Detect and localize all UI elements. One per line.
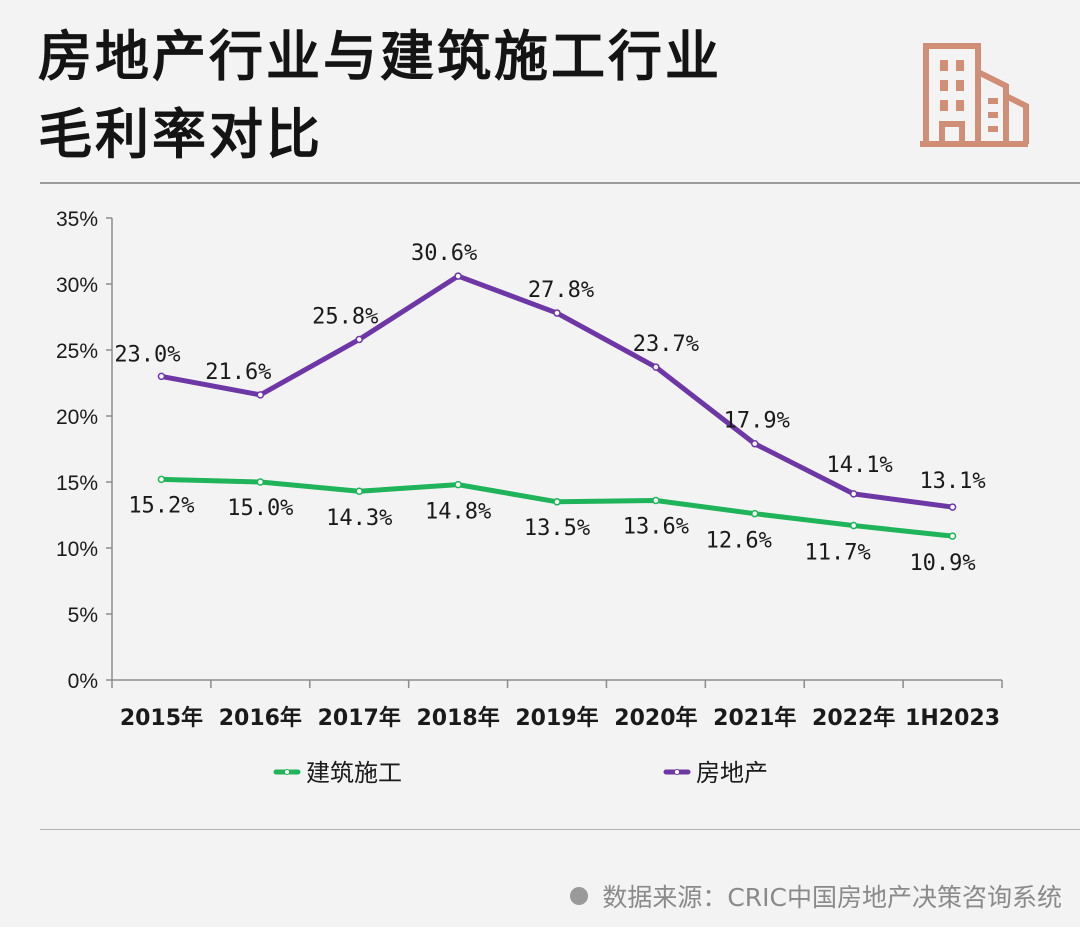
data-label-construction: 14.3% xyxy=(326,506,392,531)
data-point-construction xyxy=(751,509,759,518)
data-label-real-estate: 25.8% xyxy=(312,304,378,329)
data-label-construction: 15.0% xyxy=(227,496,293,521)
data-label-real-estate: 23.7% xyxy=(633,332,699,357)
data-label-real-estate: 14.1% xyxy=(827,453,893,478)
header-divider xyxy=(40,182,1080,184)
footer-divider xyxy=(40,829,1080,830)
y-tick-label: 30% xyxy=(56,274,98,297)
data-point-real-estate xyxy=(454,272,462,280)
data-point-real-estate xyxy=(751,439,759,448)
data-point-real-estate xyxy=(256,391,265,399)
data-label-construction: 12.6% xyxy=(706,529,772,554)
legend-marker-real-estate xyxy=(674,769,680,775)
data-label-construction: 11.7% xyxy=(805,541,871,566)
page-title-line-2: 毛利率对比 xyxy=(38,103,323,166)
y-tick-label: 20% xyxy=(56,406,98,429)
y-tick-label: 25% xyxy=(56,340,98,363)
data-label-real-estate: 30.6% xyxy=(411,241,477,266)
data-source: 数据来源：CRIC中国房地产决策咨询系统 xyxy=(570,878,1062,914)
margin-line-chart: 0% 5% 10% 15% 20% 25% 30% 35% 2015年 2016年 2017年 201… xyxy=(56,208,1003,787)
data-label-construction: 13.6% xyxy=(623,514,689,539)
data-label-real-estate: 27.8% xyxy=(528,278,594,303)
y-tick-label: 15% xyxy=(56,472,98,495)
data-point-real-estate xyxy=(652,363,660,371)
data-label-construction: 15.2% xyxy=(128,493,194,518)
legend-label-real-estate: 房地产 xyxy=(696,759,768,787)
x-tick-label: 2017年 xyxy=(318,705,401,731)
x-tick-label: 2020年 xyxy=(614,705,697,731)
data-label-real-estate: 13.1% xyxy=(919,469,985,494)
data-point-real-estate xyxy=(553,309,561,317)
data-point-construction xyxy=(652,496,660,505)
data-point-construction xyxy=(553,498,561,506)
data-point-construction xyxy=(355,487,363,495)
y-tick-label: 0% xyxy=(68,670,98,693)
x-tick-label: 2022年 xyxy=(812,705,895,731)
y-tick-label: 10% xyxy=(56,538,98,561)
data-label-construction: 14.8% xyxy=(425,500,491,525)
data-source-text: 数据来源：CRIC中国房地产决策咨询系统 xyxy=(602,883,1062,912)
data-point-construction xyxy=(256,478,265,486)
data-point-real-estate xyxy=(157,372,166,381)
x-tick-label: 2019年 xyxy=(515,705,598,731)
data-label-real-estate: 23.0% xyxy=(114,342,180,367)
y-tick-label: 35% xyxy=(56,208,98,231)
data-label-construction: 13.5% xyxy=(524,516,590,541)
data-point-real-estate xyxy=(849,490,858,498)
data-point-construction xyxy=(454,480,462,489)
x-tick-label: 2018年 xyxy=(416,705,499,731)
y-tick-label: 5% xyxy=(68,604,98,627)
legend-label-construction: 建筑施工 xyxy=(306,759,402,787)
data-point-construction xyxy=(157,475,166,484)
dot-icon xyxy=(570,887,589,905)
x-tick-label: 1H2023 xyxy=(905,706,1000,731)
x-tick-label: 2016年 xyxy=(219,705,302,731)
data-point-construction xyxy=(948,532,957,540)
data-point-construction xyxy=(849,521,858,530)
data-label-real-estate: 17.9% xyxy=(724,409,790,434)
legend-marker-construction xyxy=(284,769,290,775)
building-icon xyxy=(920,43,1029,147)
x-tick-label: 2021年 xyxy=(713,705,796,731)
data-label-real-estate: 21.6% xyxy=(205,360,271,385)
data-label-construction: 10.9% xyxy=(909,551,975,576)
data-point-real-estate xyxy=(948,503,957,511)
page-title-line-1: 房地产行业与建筑施工行业 xyxy=(38,25,722,88)
data-point-real-estate xyxy=(355,335,363,344)
x-tick-label: 2015年 xyxy=(120,705,203,731)
